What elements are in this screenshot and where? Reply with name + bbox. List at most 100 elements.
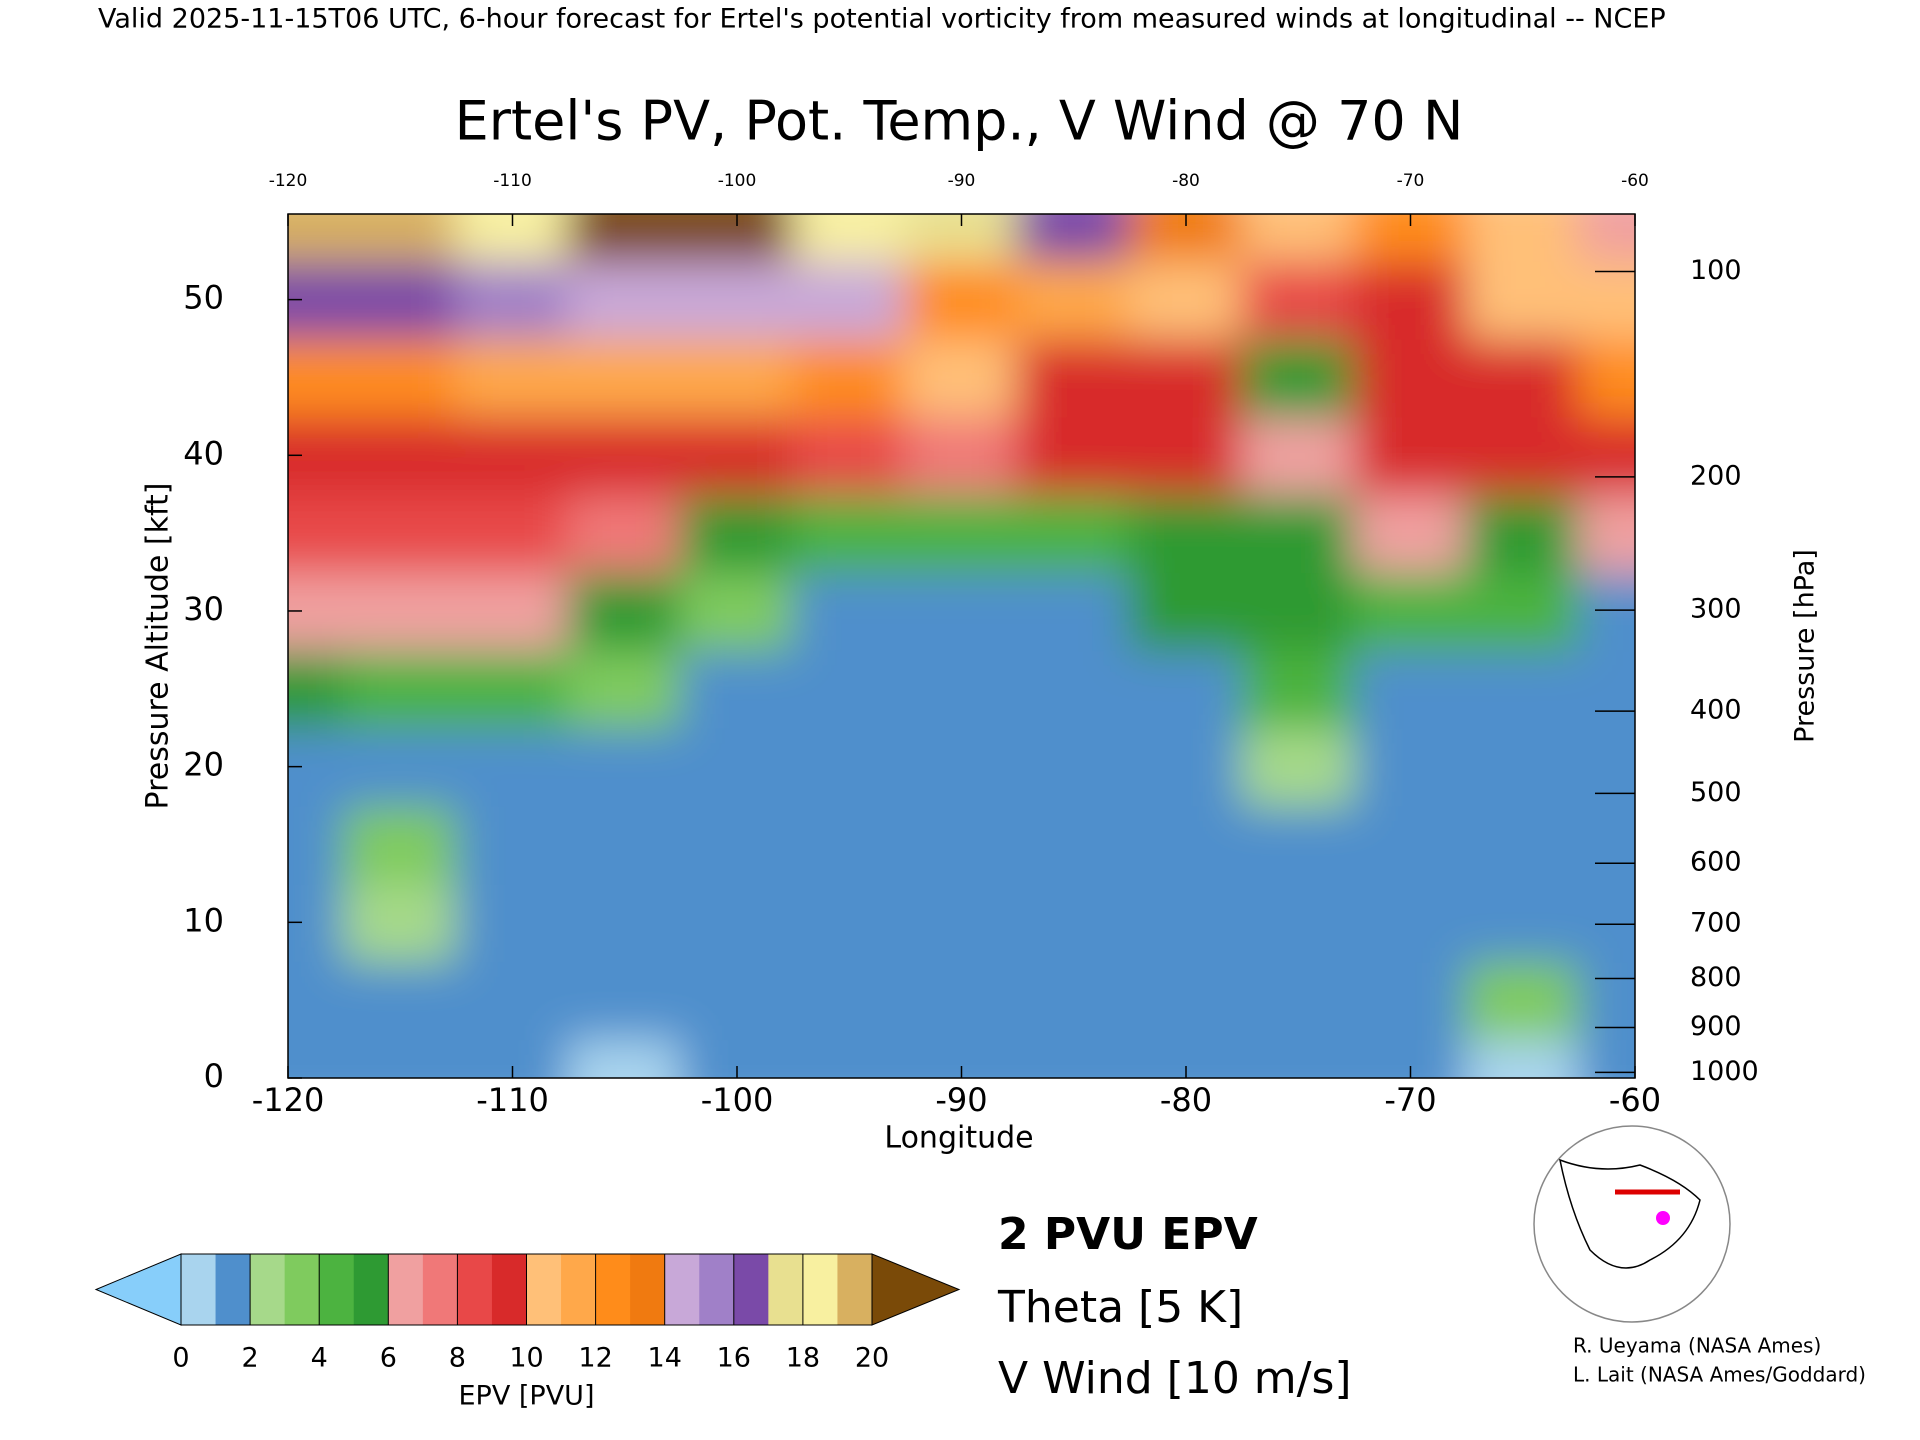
inset-map [1533,1125,1731,1323]
cell [904,804,1019,885]
cell [1128,337,1244,418]
colorbar-segment [733,1254,769,1325]
cell [1465,214,1580,262]
cell [904,415,1019,496]
x-tick-label-top: -100 [718,171,757,191]
x-tick-label-top: -110 [493,171,532,191]
y2-tick-label: 100 [1690,255,1742,286]
cell [904,648,1019,729]
colorbar-tick-label: 16 [717,1343,751,1374]
colorbar-tick-label: 12 [578,1343,612,1374]
colorbar-segment [802,1254,838,1325]
field [288,214,1635,1078]
cell [792,1038,907,1078]
colorbar-label: EPV [PVU] [459,1381,595,1412]
cell [1465,571,1580,651]
cell [288,493,346,574]
cell [1353,337,1468,418]
colorbar-segment [284,1254,320,1325]
colorbar-tick-label: 0 [172,1343,189,1374]
cell [567,415,682,496]
cell [1353,726,1468,807]
cell [792,493,907,574]
cell [679,804,795,885]
cell [1016,726,1131,807]
cell [1016,648,1131,729]
cell [1465,493,1580,574]
cell [1128,493,1244,574]
cell [1465,726,1580,807]
y-tick-label: 50 [183,279,224,317]
cell [792,726,907,807]
cell [1577,1038,1635,1078]
header: Valid 2025-11-15T06 UTC, 6-hour forecast… [98,4,1666,35]
cell [792,571,907,651]
cell [343,214,458,262]
x-tick-label: -80 [1160,1081,1212,1119]
cell [1465,1038,1580,1078]
cell [1465,415,1580,496]
cell [679,726,795,807]
cell [1353,804,1468,885]
cell [679,415,795,496]
cell [1465,804,1580,885]
cell [1241,493,1356,574]
cell [567,493,682,574]
cell [343,571,458,651]
colorbar-segment [388,1254,424,1325]
cell [567,1038,682,1078]
colorbar-tick-label: 4 [311,1343,328,1374]
colorbar-segment [837,1254,873,1325]
cell [567,960,682,1041]
cell [904,259,1019,340]
colorbar-segment [215,1254,251,1325]
colorbar-tick-label: 20 [855,1343,889,1374]
y2-tick-label: 600 [1690,847,1742,878]
cell [567,337,682,418]
cell [792,259,907,340]
colorbar-segment [491,1254,527,1325]
x-tick-label-top: -60 [1621,171,1649,191]
cell [455,415,570,496]
cell [679,648,795,729]
cell [1016,259,1131,340]
cell [1353,571,1468,651]
y2-tick-label: 500 [1690,777,1742,808]
cell [343,493,458,574]
cell [1577,214,1635,262]
cell [1241,1038,1356,1078]
legend-entry: 2 PVU EPV [998,1209,1258,1260]
legend-entry: Theta [5 K] [997,1282,1243,1333]
cell [1577,337,1635,418]
cell [567,882,682,963]
y2-axis-label: Pressure [hPa] [1790,549,1821,743]
cell [792,960,907,1041]
cell [679,571,795,651]
cell [343,259,458,340]
y2-tick-label: 200 [1690,460,1742,491]
cell [1577,648,1635,729]
cell [288,960,346,1041]
cell [1465,882,1580,963]
colorbar-segment [664,1254,700,1325]
cell [1128,571,1244,651]
colorbar-segment [457,1254,493,1325]
legend-entry: V Wind [10 m/s] [998,1353,1352,1404]
field-cells [288,214,1635,1078]
cell [567,804,682,885]
cell [1577,960,1635,1041]
x-tick-label-top: -80 [1172,171,1200,191]
credit: R. Ueyama (NASA Ames) [1573,1334,1821,1358]
cell [288,214,346,262]
cell [1241,726,1356,807]
credit: L. Lait (NASA Ames/Goddard) [1573,1363,1866,1387]
cell [343,804,458,885]
cell [343,415,458,496]
x-tick-label: -100 [701,1081,774,1119]
cell [1016,882,1131,963]
y-tick-label: 30 [183,590,224,628]
cell [1577,804,1635,885]
cell [1577,571,1635,651]
cell [1465,337,1580,418]
cell [343,726,458,807]
